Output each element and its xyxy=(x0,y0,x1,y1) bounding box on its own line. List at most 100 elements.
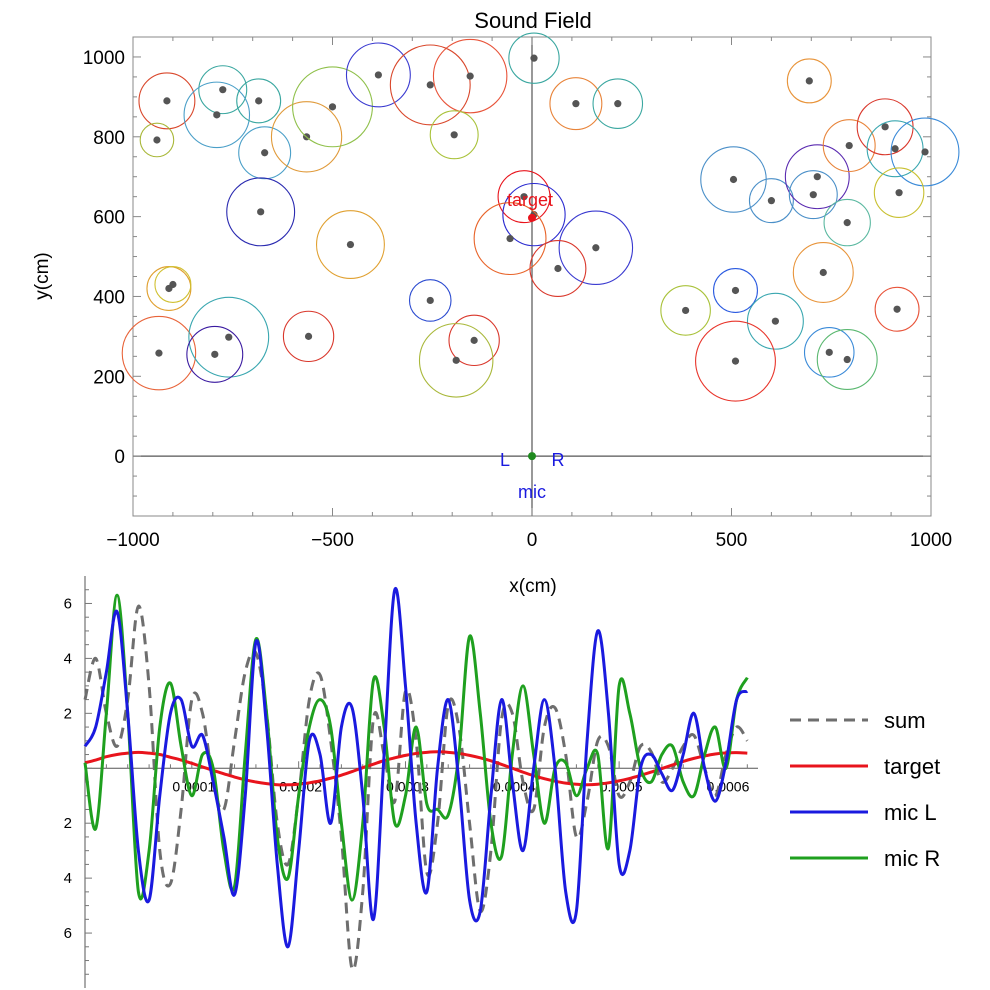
sound-source xyxy=(292,66,373,148)
legend-entry-target: target xyxy=(790,754,940,779)
source-radius-circle xyxy=(183,81,251,149)
sound-source xyxy=(497,170,551,224)
sound-source xyxy=(418,323,494,398)
source-radius-circle xyxy=(270,101,343,173)
signal-y-tick-label: 6 xyxy=(64,925,72,942)
source-radius-circle xyxy=(226,177,296,247)
legend-label: mic L xyxy=(884,800,937,825)
source-radius-circle xyxy=(418,323,494,398)
source-dot xyxy=(452,356,460,364)
signal-y-tick-label: 4 xyxy=(64,870,72,887)
source-dot xyxy=(554,264,562,273)
x-tick-label: −500 xyxy=(311,530,354,551)
source-dot xyxy=(767,197,776,205)
y-tick-label: 0 xyxy=(114,447,125,468)
source-radius-circle xyxy=(866,120,924,178)
signal-x-tick-label: 0.0006 xyxy=(707,778,750,794)
source-radius-circle xyxy=(238,126,292,180)
sound-field-chart: Sound Field −1000 −500 0 500 1000 0 200 400 600 8… xyxy=(32,8,960,597)
source-dot xyxy=(921,148,929,156)
source-dot xyxy=(731,286,740,295)
source-radius-circle xyxy=(497,170,551,224)
source-dot xyxy=(219,86,227,94)
sound-source xyxy=(146,265,192,311)
sound-source xyxy=(236,78,282,124)
mic-right-label: R xyxy=(552,450,565,470)
sound-source xyxy=(786,58,832,104)
x-tick-label: 0 xyxy=(527,530,538,551)
source-dot xyxy=(213,111,221,119)
sound-source xyxy=(429,110,479,160)
source-dot xyxy=(843,355,851,364)
legend-label: mic R xyxy=(884,846,940,871)
signal-lines xyxy=(83,587,749,972)
source-radius-circle xyxy=(188,296,270,378)
sound-source xyxy=(238,126,292,180)
source-radius-circle xyxy=(592,78,644,129)
source-radius-circle xyxy=(788,170,838,220)
sound-source xyxy=(660,285,711,336)
sound-source xyxy=(695,320,776,402)
sound-source xyxy=(792,242,854,303)
x-tick-label: 500 xyxy=(716,530,748,551)
series-line-mic-l xyxy=(83,587,749,949)
mic-label: mic xyxy=(518,482,546,502)
source-dot xyxy=(374,71,382,79)
source-radius-circle xyxy=(786,58,832,104)
source-radius-circle xyxy=(432,38,508,114)
legend: sum target mic L mic R xyxy=(790,708,940,871)
y-tick-label: 200 xyxy=(93,367,125,388)
sound-source xyxy=(890,117,960,187)
source-radius-circle xyxy=(822,119,876,173)
sound-source xyxy=(389,44,471,126)
source-radius-circle xyxy=(473,202,547,276)
source-radius-circle xyxy=(748,178,794,224)
source-dot xyxy=(328,103,337,111)
source-radius-circle xyxy=(695,320,776,402)
sound-source xyxy=(856,98,914,156)
signal-y-tick-label: 6 xyxy=(64,595,72,612)
sound-source xyxy=(816,329,878,391)
sound-source xyxy=(822,119,876,173)
source-radius-circle xyxy=(508,32,560,84)
source-radius-circle xyxy=(529,240,587,297)
source-dot xyxy=(169,280,177,289)
source-dot xyxy=(572,100,580,108)
source-dot xyxy=(845,141,853,150)
source-radius-circle xyxy=(345,42,411,108)
legend-label: sum xyxy=(884,708,926,733)
sound-source xyxy=(874,286,920,332)
source-dot xyxy=(426,296,434,305)
source-dot xyxy=(731,357,740,365)
y-tick-label: 400 xyxy=(93,287,125,308)
source-dot xyxy=(530,54,538,62)
source-dot xyxy=(819,268,827,277)
source-dot xyxy=(805,77,813,85)
series-line-target xyxy=(84,750,748,787)
source-dot xyxy=(506,234,514,243)
source-radius-circle xyxy=(558,210,634,286)
source-dot xyxy=(825,348,833,356)
source-radius-circle xyxy=(236,78,282,124)
sound-source xyxy=(186,325,244,383)
sound-source xyxy=(529,240,587,297)
signals-chart: 0.0001 0.0002 0.0003 0.0004 0.0005 0.00066422… xyxy=(64,576,940,988)
chart-title: Sound Field xyxy=(474,8,591,33)
source-dot xyxy=(304,332,313,340)
source-dot xyxy=(813,173,821,181)
x-tick-label: −1000 xyxy=(106,530,159,551)
source-dot xyxy=(211,350,219,358)
signal-y-tick-label: 4 xyxy=(64,650,72,667)
sound-source xyxy=(700,146,767,213)
source-radius-circle xyxy=(315,210,385,280)
source-radius-circle xyxy=(292,66,373,148)
sound-source xyxy=(448,314,500,367)
sound-source xyxy=(788,170,838,220)
source-radius-circle xyxy=(389,44,471,126)
source-dot xyxy=(881,123,889,131)
sound-sources xyxy=(121,32,960,402)
sound-source xyxy=(866,120,924,178)
sound-source xyxy=(784,144,850,210)
source-radius-circle xyxy=(198,65,248,115)
y-tick-label: 600 xyxy=(93,208,125,229)
